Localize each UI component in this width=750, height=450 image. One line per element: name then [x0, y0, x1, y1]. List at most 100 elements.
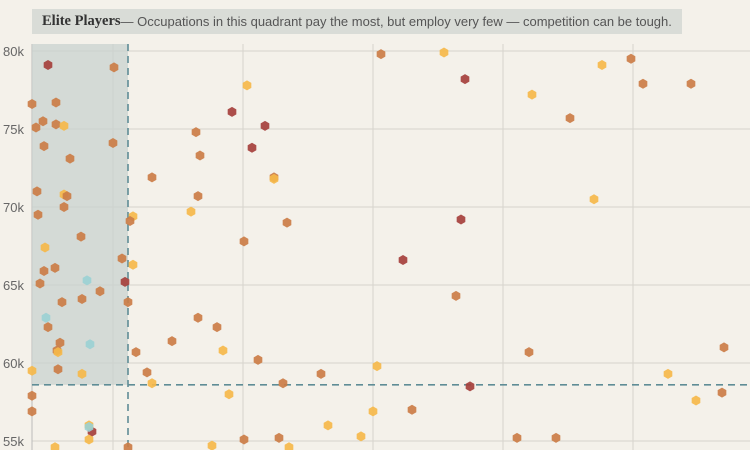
data-point-34 — [128, 259, 138, 270]
data-point-21 — [191, 127, 201, 138]
data-point-75 — [62, 191, 72, 202]
data-point-77 — [33, 209, 43, 220]
data-point-55 — [717, 387, 727, 398]
y-tick-label-0: 55k — [3, 434, 24, 449]
data-point-48 — [451, 290, 461, 301]
data-point-28 — [282, 217, 292, 228]
data-point-44 — [278, 378, 288, 389]
data-point-83 — [82, 275, 92, 286]
y-tick-label-2: 65k — [3, 278, 24, 293]
data-point-29 — [239, 236, 249, 247]
data-point-80 — [50, 262, 60, 273]
data-point-40 — [218, 345, 228, 356]
data-point-8 — [120, 276, 130, 287]
banner-description: — Occupations in this quadrant pay the m… — [120, 14, 672, 29]
data-point-49 — [524, 347, 534, 358]
data-point-41 — [253, 354, 263, 365]
data-point-0 — [43, 60, 53, 71]
data-point-60 — [207, 440, 217, 450]
data-point-76 — [59, 202, 69, 212]
data-point-92 — [85, 339, 95, 350]
data-point-35 — [123, 297, 133, 308]
data-point-88 — [43, 322, 53, 333]
quadrant-banner: Elite Players — Occupations in this quad… — [32, 9, 682, 34]
data-point-22 — [195, 150, 205, 161]
data-point-39 — [131, 347, 141, 358]
data-point-14 — [565, 113, 575, 124]
data-point-15 — [597, 60, 607, 71]
data-point-101 — [50, 442, 60, 450]
data-point-42 — [142, 367, 152, 378]
data-point-2 — [227, 106, 237, 117]
y-axis-ticks: 55k 60k 65k 70k 75k 80k — [3, 44, 24, 449]
y-tick-label-4: 75k — [3, 122, 24, 137]
data-point-65 — [27, 99, 37, 110]
data-point-79 — [40, 242, 50, 253]
data-point-26 — [193, 191, 203, 202]
data-point-13 — [527, 89, 537, 100]
data-point-7 — [398, 255, 408, 266]
data-point-3 — [260, 120, 270, 131]
data-point-38 — [167, 336, 177, 347]
threshold-lines — [32, 44, 750, 450]
data-point-46 — [372, 361, 382, 372]
data-point-6 — [456, 214, 466, 225]
y-tick-label-3: 70k — [3, 200, 24, 215]
data-point-53 — [368, 406, 378, 417]
data-point-73 — [32, 186, 42, 197]
data-point-71 — [39, 141, 49, 152]
y-tick-label-5: 80k — [3, 44, 24, 59]
data-point-50 — [663, 368, 673, 379]
data-point-11 — [376, 49, 386, 60]
data-point-57 — [356, 431, 366, 442]
data-point-4 — [247, 142, 257, 153]
data-point-47 — [224, 389, 234, 400]
grid — [31, 44, 750, 450]
data-point-54 — [691, 395, 701, 406]
data-points — [27, 47, 729, 450]
data-point-99 — [84, 421, 94, 432]
elite-quadrant-highlight — [32, 44, 128, 385]
data-point-69 — [51, 97, 61, 108]
data-point-97 — [27, 406, 37, 417]
data-point-19 — [589, 194, 599, 205]
data-point-58 — [239, 434, 249, 445]
data-point-64 — [123, 442, 133, 450]
data-point-17 — [638, 78, 648, 89]
data-point-51 — [719, 342, 729, 353]
data-point-84 — [95, 286, 105, 297]
banner-title: Elite Players — [42, 13, 121, 29]
data-point-78 — [76, 231, 86, 242]
data-point-100 — [84, 434, 94, 445]
data-point-72 — [65, 153, 75, 164]
data-point-87 — [41, 312, 51, 323]
data-point-59 — [274, 432, 284, 443]
data-point-18 — [686, 78, 696, 89]
data-point-25 — [269, 173, 279, 184]
data-point-89 — [55, 337, 65, 348]
data-point-56 — [323, 420, 333, 431]
data-point-96 — [27, 390, 37, 401]
data-point-93 — [27, 365, 37, 376]
data-point-94 — [53, 364, 63, 375]
data-point-31 — [125, 216, 135, 227]
data-point-52 — [407, 404, 417, 415]
data-point-95 — [77, 368, 87, 379]
y-tick-label-1: 60k — [3, 356, 24, 371]
data-point-62 — [512, 432, 522, 443]
data-point-85 — [77, 294, 87, 305]
data-point-23 — [147, 172, 157, 183]
data-point-20 — [242, 80, 252, 91]
data-point-86 — [57, 297, 67, 308]
data-point-5 — [460, 74, 470, 85]
data-point-16 — [626, 53, 636, 64]
data-point-82 — [35, 278, 45, 289]
data-point-27 — [186, 206, 196, 217]
data-point-70 — [59, 120, 69, 131]
data-point-81 — [39, 265, 49, 276]
data-point-37 — [212, 322, 222, 333]
data-point-32 — [108, 138, 118, 149]
data-point-91 — [53, 347, 63, 358]
data-point-66 — [31, 122, 41, 133]
